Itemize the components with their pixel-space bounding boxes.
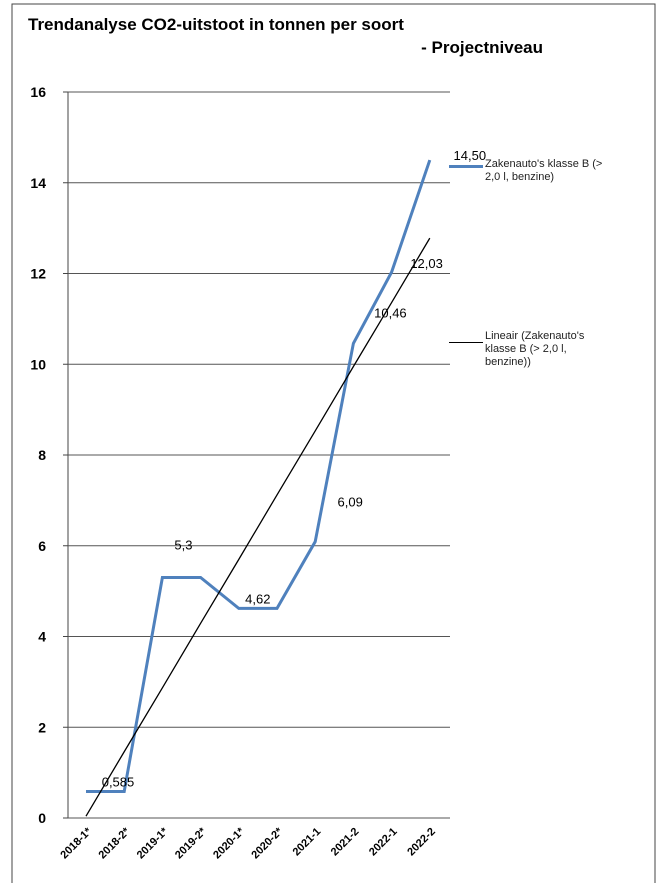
- data-label: 4,62: [245, 591, 270, 606]
- y-tick-label: 16: [30, 84, 46, 100]
- x-tick-label: 2022-2: [405, 826, 438, 859]
- legend-swatch: [449, 165, 483, 168]
- chart-title: Trendanalyse CO2-uitstoot in tonnen per …: [28, 15, 404, 34]
- chart-title: - Projectniveau: [421, 38, 543, 57]
- y-tick-label: 4: [38, 629, 46, 645]
- frame: [11, 3, 656, 883]
- data-label: 12,03: [410, 256, 443, 271]
- x-tick-label: 2022-1: [367, 826, 400, 859]
- x-tick-label: 2019-1*: [135, 825, 171, 861]
- data-label: 6,09: [338, 495, 363, 510]
- x-tick-label: 2021-1: [291, 826, 324, 859]
- legend-swatch: [449, 342, 483, 343]
- x-tick-label: 2021-2: [329, 826, 362, 859]
- y-tick-label: 12: [30, 266, 46, 282]
- y-tick-label: 14: [30, 175, 46, 191]
- trend-line: [85, 237, 431, 817]
- y-tick-label: 6: [38, 538, 46, 554]
- x-tick-label: 2020-2*: [249, 825, 285, 861]
- x-tick-label: 2018-2*: [97, 825, 133, 861]
- y-tick-label: 2: [38, 719, 46, 735]
- legend-label: Lineair (Zakenauto's klasse B (> 2,0 l, …: [485, 330, 585, 368]
- data-label: 5,3: [174, 538, 192, 553]
- y-tick-label: 0: [38, 810, 46, 826]
- x-tick-label: 2018-1*: [58, 825, 94, 861]
- legend-label: Zakenauto's klasse B (> 2,0 l, benzine): [485, 158, 603, 183]
- x-tick-label: 2020-1*: [211, 825, 247, 861]
- data-label: 0,585: [102, 774, 135, 789]
- data-label: 14,50: [454, 148, 487, 163]
- x-tick-label: 2019-2*: [173, 825, 209, 861]
- data-label: 10,46: [374, 305, 407, 320]
- y-tick-label: 10: [30, 356, 46, 372]
- y-tick-label: 8: [38, 447, 46, 463]
- data-line: [86, 159, 432, 793]
